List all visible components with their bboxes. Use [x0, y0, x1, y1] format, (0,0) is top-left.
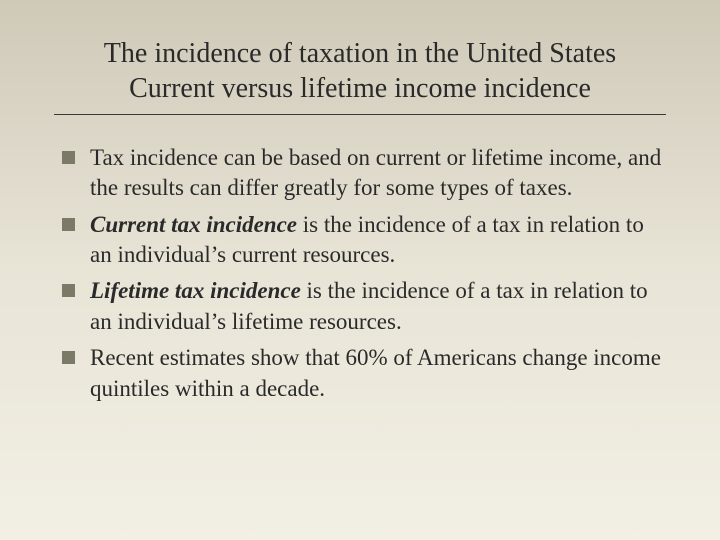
list-item: Current tax incidence is the incidence o…	[60, 210, 666, 271]
term: Lifetime tax incidence	[90, 278, 301, 303]
slide-title: The incidence of taxation in the United …	[54, 36, 666, 115]
term: Current tax incidence	[90, 212, 297, 237]
list-item: Lifetime tax incidence is the incidence …	[60, 276, 666, 337]
list-item: Tax incidence can be based on current or…	[60, 143, 666, 204]
bullet-text: Recent estimates show that 60% of Americ…	[90, 345, 661, 400]
title-line-2: Current versus lifetime income incidence	[129, 73, 591, 104]
bullet-list: Tax incidence can be based on current or…	[54, 143, 666, 404]
list-item: Recent estimates show that 60% of Americ…	[60, 343, 666, 404]
bullet-text: Tax incidence can be based on current or…	[90, 145, 661, 200]
title-line-1: The incidence of taxation in the United …	[104, 38, 616, 69]
